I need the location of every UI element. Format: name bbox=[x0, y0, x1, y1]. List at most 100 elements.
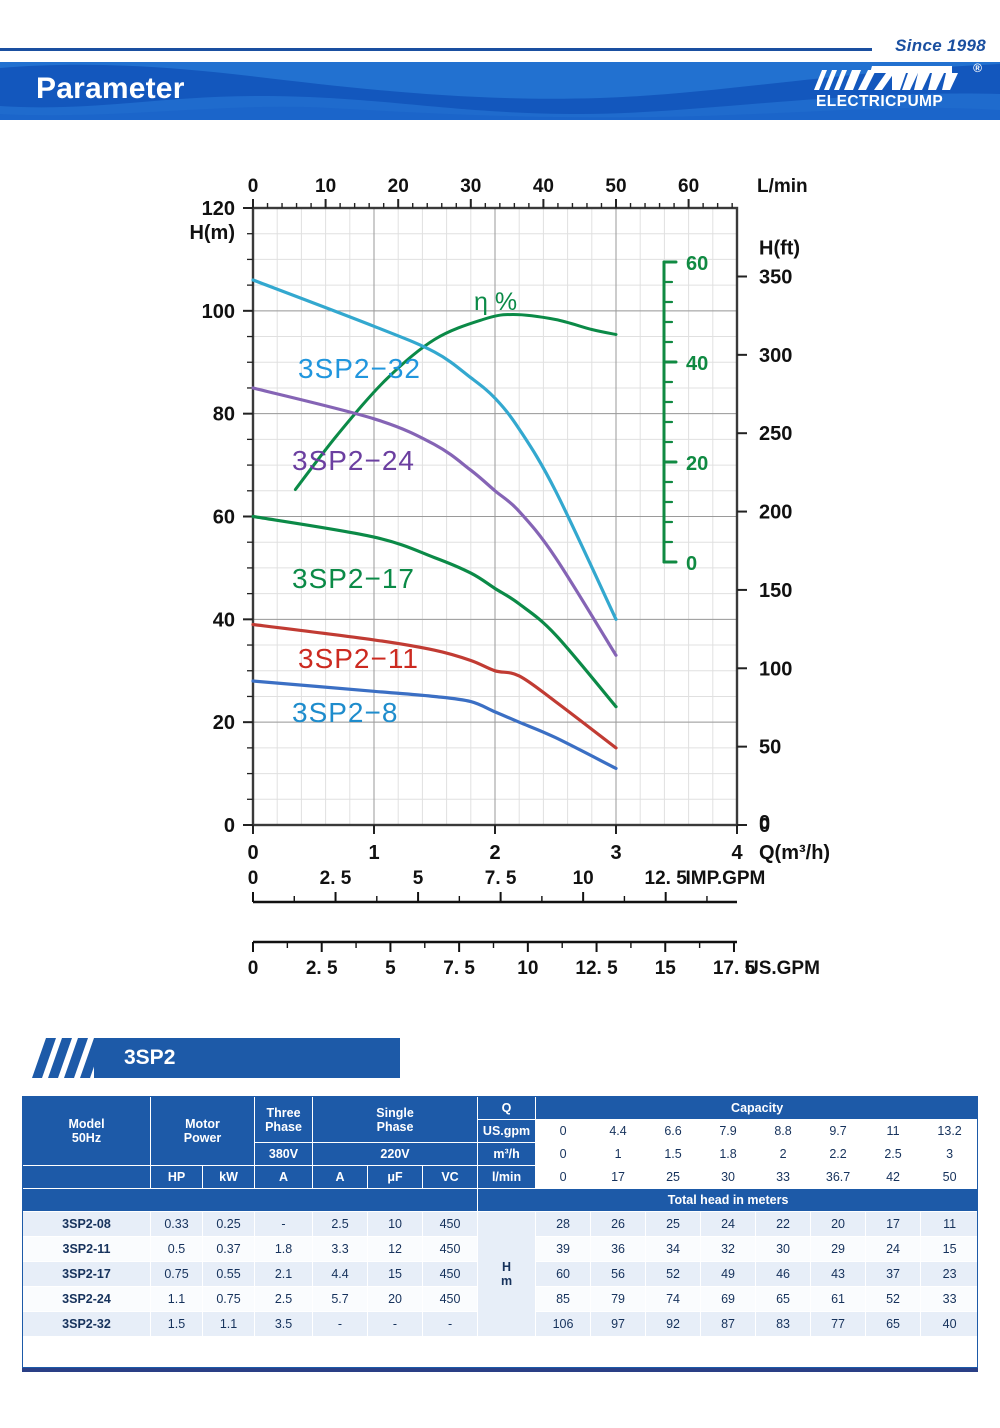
registered-trademark-icon: ® bbox=[973, 61, 982, 75]
header-single-line1: Single bbox=[376, 1105, 414, 1120]
header-model-line1: Model bbox=[68, 1117, 105, 1131]
header-single-phase: Single Phase bbox=[312, 1096, 479, 1143]
header-vc: VC bbox=[422, 1165, 479, 1189]
right-axis-tick-150: 150 bbox=[759, 580, 792, 602]
table-header-row-2: US.gpm 0 4.4 6.6 7.9 8.8 9.7 11 13.2 bbox=[23, 1119, 980, 1143]
header-motor-line2: Power bbox=[183, 1131, 222, 1145]
row-head-4-6: 65 bbox=[865, 1311, 922, 1337]
header-three-phase: Three Phase bbox=[254, 1096, 314, 1143]
row-head-3-1: 79 bbox=[590, 1286, 647, 1312]
row-head-1-2: 34 bbox=[645, 1236, 702, 1262]
row-model-3: 3SP2-24 bbox=[22, 1286, 151, 1312]
row-head-4-5: 77 bbox=[810, 1311, 867, 1337]
curve-label-3SP2-32: 3SP2−32 bbox=[298, 353, 421, 384]
row-amp3-3: 2.5 bbox=[254, 1286, 314, 1312]
top-axis-tick-30: 30 bbox=[460, 176, 481, 197]
cap-lmin-6: 42 bbox=[865, 1165, 922, 1189]
row-head-3-2: 74 bbox=[645, 1286, 702, 1312]
row-kw-0: 0.25 bbox=[201, 1211, 256, 1237]
cap-m3h-0: 0 bbox=[535, 1142, 592, 1166]
row-vc-0: 450 bbox=[422, 1211, 479, 1237]
cap-usgpm-7: 13.2 bbox=[920, 1119, 980, 1143]
row-vc-3: 450 bbox=[422, 1286, 479, 1312]
row-head-3-4: 65 bbox=[755, 1286, 812, 1312]
left-axis-label: H(m) bbox=[189, 222, 235, 244]
cap-m3h-5: 2.2 bbox=[810, 1142, 867, 1166]
us-gpm-tick-5: 12. 5 bbox=[575, 958, 618, 979]
top-axis-tick-50: 50 bbox=[605, 176, 626, 197]
header-amp-three: A bbox=[254, 1165, 314, 1189]
row-kw-2: 0.55 bbox=[201, 1261, 256, 1287]
curve-3SP2-32 bbox=[251, 278, 618, 621]
row-kw-3: 0.75 bbox=[201, 1286, 256, 1312]
imp-gpm-tick-2: 5 bbox=[413, 868, 424, 889]
bottom-axis-tick-4: 4 bbox=[731, 842, 743, 864]
row-head-1-0: 39 bbox=[535, 1236, 592, 1262]
table-row: 3SP2-32 1.5 1.1 3.5- - -106 97 92 87 83 77 65 40 bbox=[22, 1311, 980, 1337]
row-head-4-2: 92 bbox=[645, 1311, 702, 1337]
header-model: Model 50Hz bbox=[22, 1096, 151, 1166]
row-head-1-4: 30 bbox=[755, 1236, 812, 1262]
cap-usgpm-6: 11 bbox=[865, 1119, 922, 1143]
row-model-2: 3SP2-17 bbox=[22, 1261, 151, 1287]
row-head-3-5: 61 bbox=[810, 1286, 867, 1312]
left-axis-tick-100: 100 bbox=[202, 301, 235, 323]
row-head-2-5: 43 bbox=[810, 1261, 867, 1287]
row-head-0-0: 28 bbox=[535, 1211, 592, 1237]
row-head-0-2: 25 bbox=[645, 1211, 702, 1237]
bottom-axis-tick-0: 0 bbox=[247, 842, 258, 864]
imp-gpm-tick-0: 0 bbox=[248, 868, 259, 889]
header-uf: μF bbox=[367, 1165, 424, 1189]
header-amp-single: A bbox=[312, 1165, 369, 1189]
row-amp1-3: 5.7 bbox=[312, 1286, 369, 1312]
cap-usgpm-0: 0 bbox=[535, 1119, 592, 1143]
imp-gpm-tick-5: 12. 5 bbox=[645, 868, 688, 889]
row-head-0-7: 11 bbox=[920, 1211, 980, 1237]
row-head-4-3: 87 bbox=[700, 1311, 757, 1337]
top-axis-tick-60: 60 bbox=[678, 176, 699, 197]
us-gpm-tick-3: 7. 5 bbox=[443, 958, 475, 979]
row-head-0-1: 26 bbox=[590, 1211, 647, 1237]
cap-usgpm-4: 8.8 bbox=[755, 1119, 812, 1143]
imp-gpm-tick-1: 2. 5 bbox=[320, 868, 352, 889]
row-head-2-7: 23 bbox=[920, 1261, 980, 1287]
left-axis-tick-60: 60 bbox=[213, 507, 235, 529]
efficiency-tick-0: 0 bbox=[686, 553, 697, 575]
imp-gpm-tick-4: 10 bbox=[573, 868, 594, 889]
row-head-2-1: 56 bbox=[590, 1261, 647, 1287]
curve-3SP2-24 bbox=[251, 386, 618, 657]
row-head-0-5: 20 bbox=[810, 1211, 867, 1237]
row-head-2-3: 49 bbox=[700, 1261, 757, 1287]
us-gpm-tick-6: 15 bbox=[655, 958, 677, 979]
bottom-axis-tick-1: 1 bbox=[368, 842, 379, 864]
cap-m3h-2: 1.5 bbox=[645, 1142, 702, 1166]
header-lmin: l/min bbox=[477, 1165, 537, 1189]
row-head-4-0: 106 bbox=[535, 1311, 592, 1337]
row-kw-4: 1.1 bbox=[201, 1311, 256, 1337]
row-uf-4: - bbox=[367, 1311, 424, 1337]
cap-m3h-7: 3 bbox=[920, 1142, 980, 1166]
header-220v: 220V bbox=[312, 1142, 479, 1166]
row-head-2-2: 52 bbox=[645, 1261, 702, 1287]
cap-m3h-6: 2.5 bbox=[865, 1142, 922, 1166]
row-head-1-5: 29 bbox=[810, 1236, 867, 1262]
cap-lmin-2: 25 bbox=[645, 1165, 702, 1189]
efficiency-label: η % bbox=[474, 288, 517, 316]
row-head-4-4: 83 bbox=[755, 1311, 812, 1337]
cap-lmin-4: 33 bbox=[755, 1165, 812, 1189]
row-head-1-3: 32 bbox=[700, 1236, 757, 1262]
curve-3SP2-11 bbox=[251, 622, 618, 750]
efficiency-tick-60: 60 bbox=[686, 253, 708, 275]
row-head-0-6: 17 bbox=[865, 1211, 922, 1237]
cap-usgpm-1: 4.4 bbox=[590, 1119, 647, 1143]
row-head-2-6: 37 bbox=[865, 1261, 922, 1287]
row-amp3-0: - bbox=[254, 1211, 314, 1237]
page-title: Parameter bbox=[36, 72, 185, 105]
specification-table: Model 50Hz Motor Power Three Phase Singl… bbox=[21, 1096, 980, 1337]
us-gpm-tick-7: 17. 5 bbox=[713, 958, 756, 979]
row-model-0: 3SP2-08 bbox=[22, 1211, 151, 1237]
since-banner: Since 1998 bbox=[0, 36, 1000, 60]
row-hp-0: 0.33 bbox=[150, 1211, 203, 1237]
